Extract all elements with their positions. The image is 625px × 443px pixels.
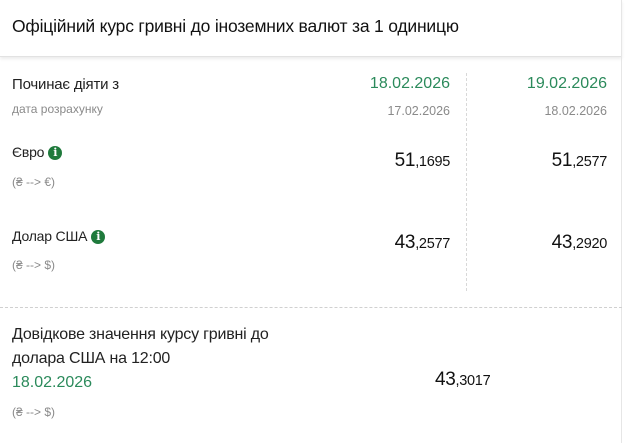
value-dec: ,2577	[572, 154, 607, 170]
reference-value: 43,3017	[435, 369, 491, 391]
euro-row-label: Євро i	[12, 144, 63, 160]
reference-direction: (₴ --> $)	[12, 405, 56, 419]
usd-direction: (₴ --> $)	[12, 258, 56, 272]
column-divider	[466, 73, 467, 291]
usd-name: Долар США	[12, 228, 88, 244]
info-icon[interactable]: i	[48, 146, 63, 160]
value-int: 51	[551, 150, 573, 171]
calc-date-2: 18.02.2026	[544, 104, 607, 118]
usd-value-2: 43,2920	[551, 232, 608, 254]
value-dec: ,3017	[455, 373, 491, 389]
page-title: Офіційний курс гривні до іноземних валют…	[12, 16, 459, 36]
value-int: 43	[394, 232, 416, 253]
effective-date-1: 18.02.2026	[369, 75, 450, 92]
calc-label: дата розрахунку	[12, 102, 103, 116]
reference-line-1: Довідкове значення курсу гривні до	[12, 326, 269, 343]
euro-name: Євро	[12, 144, 45, 160]
effective-label: Починає діяти з	[12, 76, 119, 93]
euro-value-1: 51,1695	[394, 150, 451, 172]
effective-date-2: 19.02.2026	[526, 75, 607, 92]
reference-date: 18.02.2026	[12, 374, 93, 391]
right-border	[621, 0, 622, 443]
header	[0, 0, 622, 57]
usd-value-1: 43,2577	[394, 232, 451, 254]
info-icon[interactable]: i	[91, 230, 106, 244]
value-dec: ,2920	[572, 236, 607, 252]
value-int: 43	[551, 232, 573, 253]
value-dec: ,1695	[415, 154, 450, 170]
euro-direction: (₴ --> €)	[12, 175, 56, 189]
section-divider	[0, 307, 622, 308]
euro-value-2: 51,2577	[551, 150, 608, 172]
value-dec: ,2577	[415, 236, 450, 252]
calc-date-1: 17.02.2026	[387, 104, 450, 118]
usd-row-label: Долар США i	[12, 228, 106, 244]
value-int: 43	[435, 369, 456, 390]
reference-line-2: долара США на 12:00	[12, 350, 171, 367]
value-int: 51	[394, 150, 416, 171]
